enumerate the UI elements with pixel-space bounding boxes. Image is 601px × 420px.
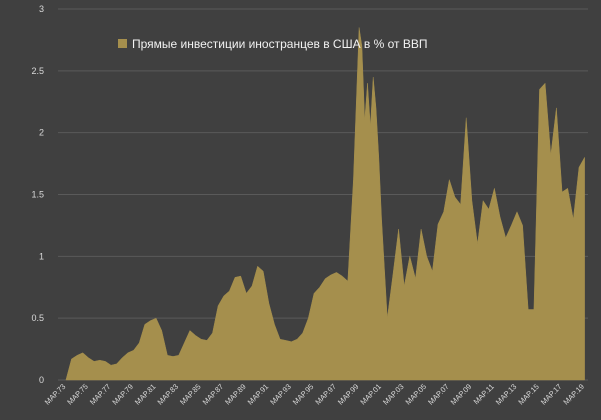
y-tick-label: 3: [39, 4, 44, 14]
y-tick-label: 2.5: [31, 66, 44, 76]
x-tick-label: MAP.81: [133, 382, 158, 407]
x-tick-label: MAP.01: [358, 382, 383, 407]
x-tick-label: MAP.17: [539, 382, 564, 407]
gridlines: [58, 8, 588, 381]
x-tick-label: MAP.93: [268, 382, 293, 407]
x-tick-label: MAP.15: [516, 382, 541, 407]
x-tick-label: MAP.07: [426, 382, 451, 407]
x-tick-label: MAP.83: [156, 382, 181, 407]
x-tick-label: MAP.99: [336, 382, 361, 407]
x-tick-label: MAP.87: [201, 382, 226, 407]
y-tick-label: 1.5: [31, 190, 44, 200]
x-tick-label: MAP.73: [43, 382, 68, 407]
x-tick-label: MAP.09: [449, 382, 474, 407]
x-tick-label: MAP.13: [494, 382, 519, 407]
y-tick-label: 2: [39, 128, 44, 138]
x-tick-label: MAP.89: [223, 382, 248, 407]
x-tick-label: MAP.05: [404, 382, 429, 407]
x-tick-label: MAP.91: [246, 382, 271, 407]
x-tick-label: MAP.11: [472, 382, 496, 406]
x-tick-label: MAP.19: [561, 382, 586, 407]
y-axis: 0 0.5 1 1.5 2 2.5 3: [31, 4, 44, 385]
y-tick-label: 0: [39, 375, 44, 385]
legend: Прямые инвестиции иностранцев в США в % …: [118, 37, 428, 51]
legend-swatch: [118, 39, 127, 48]
x-tick-label: MAP.77: [88, 382, 113, 407]
x-tick-label: MAP.75: [65, 382, 90, 407]
x-tick-label: MAP.85: [178, 382, 203, 407]
x-tick-label: MAP.95: [291, 382, 316, 407]
x-axis: MAP.73MAP.75MAP.77MAP.79MAP.81MAP.83MAP.…: [43, 382, 586, 407]
x-tick-label: MAP.03: [381, 382, 406, 407]
y-tick-label: 1: [39, 251, 44, 261]
x-tick-label: MAP.79: [110, 382, 135, 407]
series-area: [65, 27, 585, 381]
legend-label: Прямые инвестиции иностранцев в США в % …: [132, 37, 428, 51]
x-tick-label: MAP.97: [313, 382, 338, 407]
y-tick-label: 0.5: [31, 313, 44, 323]
series-area-0: [65, 27, 585, 381]
